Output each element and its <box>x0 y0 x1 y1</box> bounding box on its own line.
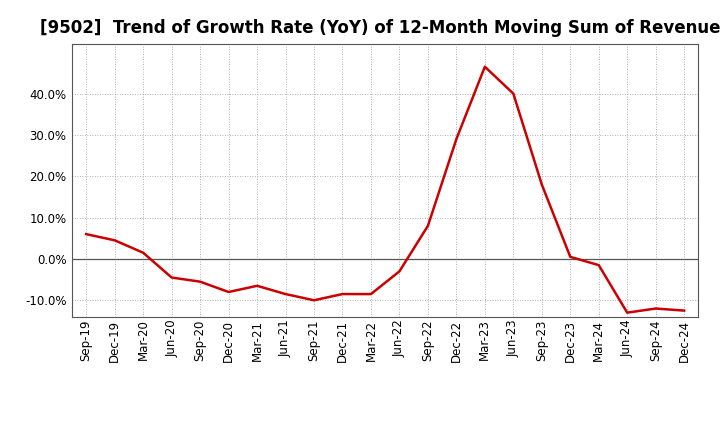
Title: [9502]  Trend of Growth Rate (YoY) of 12-Month Moving Sum of Revenues: [9502] Trend of Growth Rate (YoY) of 12-… <box>40 19 720 37</box>
